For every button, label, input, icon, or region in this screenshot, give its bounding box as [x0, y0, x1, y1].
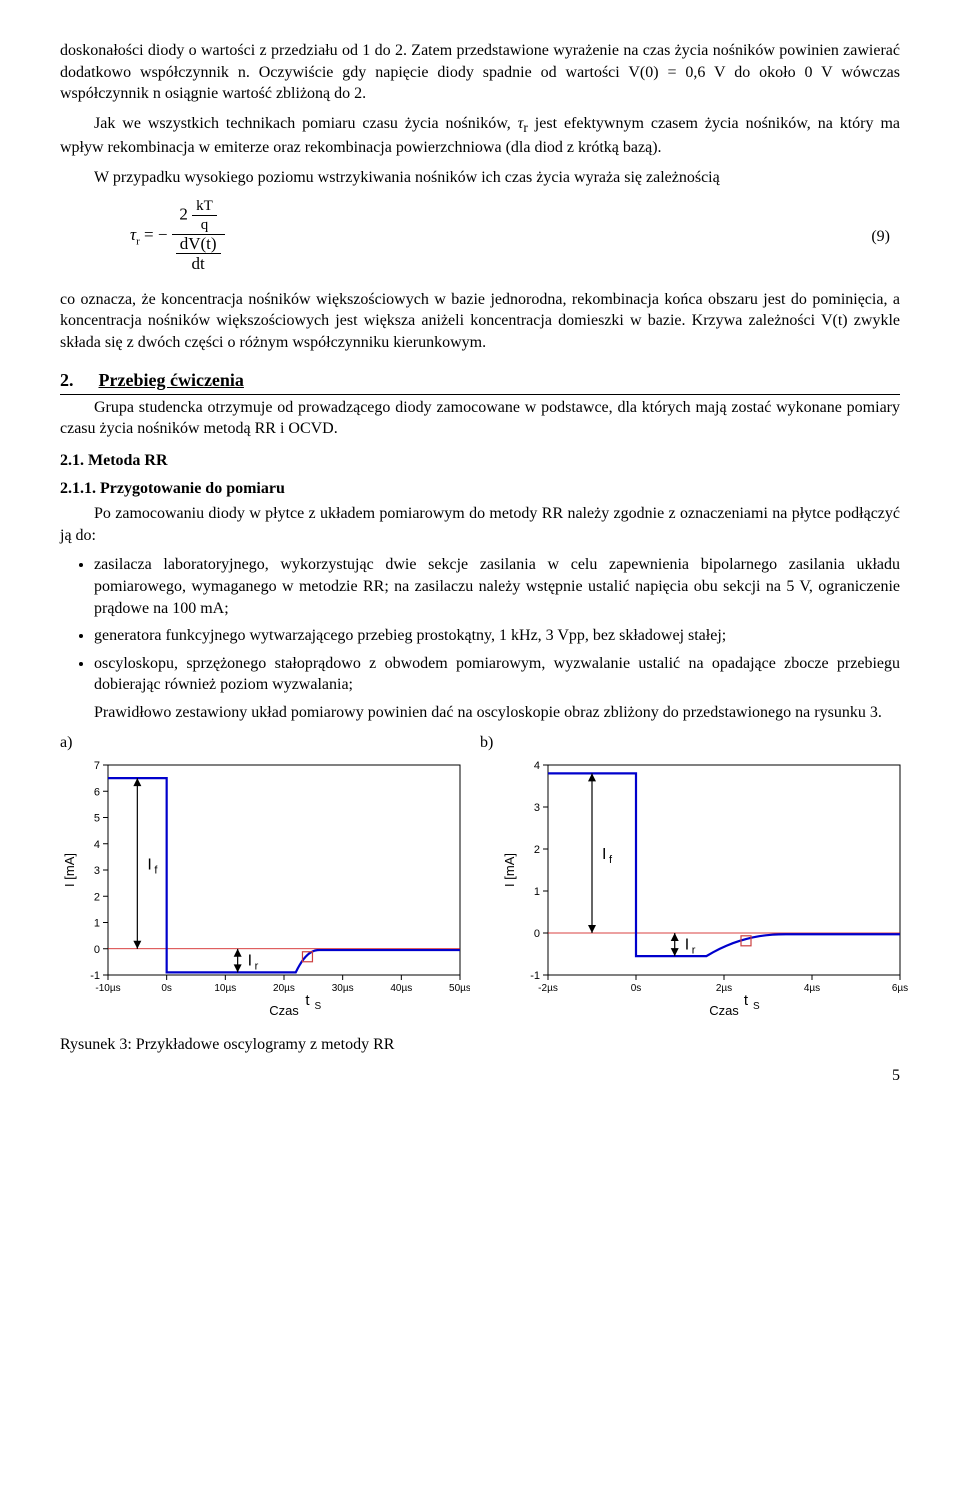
eq-kt-num: kT	[192, 198, 217, 216]
svg-text:t: t	[305, 992, 310, 1009]
svg-text:50µs: 50µs	[449, 983, 470, 994]
svg-text:t: t	[744, 992, 749, 1009]
svg-text:-10µs: -10µs	[95, 983, 120, 994]
chart-b: -101234-2µs0s2µs4µs6µsIfIrtSCzasI [mA]	[500, 757, 910, 1024]
svg-text:I: I	[248, 953, 252, 970]
eq-equals: = −	[144, 225, 167, 244]
eq-kt-den: q	[192, 216, 217, 234]
figure-caption: Rysunek 3: Przykładowe oscylogramy z met…	[60, 1034, 900, 1056]
svg-text:30µs: 30µs	[332, 983, 354, 994]
svg-text:2: 2	[94, 891, 100, 903]
chart-b-svg: -101234-2µs0s2µs4µs6µsIfIrtSCzasI [mA]	[500, 757, 910, 1017]
svg-text:0: 0	[94, 944, 100, 956]
eq-dv-frac: dV(t) dt	[176, 235, 221, 275]
svg-text:f: f	[154, 865, 158, 877]
svg-text:S: S	[753, 1001, 760, 1012]
svg-text:-2µs: -2µs	[538, 983, 558, 994]
equation-body: τr = − 2 kT q dV(t) dt	[60, 198, 225, 275]
figure-label-a: a)	[60, 732, 480, 754]
svg-text:I [mA]: I [mA]	[502, 853, 517, 887]
svg-text:0s: 0s	[161, 983, 172, 994]
page-number: 5	[60, 1065, 900, 1087]
paragraph: doskonałości diody o wartości z przedzia…	[60, 40, 900, 105]
svg-text:1: 1	[94, 918, 100, 930]
paragraph: Grupa studencka otrzymuje od prowadząceg…	[60, 397, 900, 440]
svg-text:7: 7	[94, 760, 100, 772]
text: Jak we wszystkich technikach pomiaru cza…	[94, 115, 518, 132]
svg-text:2µs: 2µs	[716, 983, 732, 994]
svg-text:3: 3	[94, 865, 100, 877]
eq-outer-den: dV(t) dt	[172, 235, 225, 275]
paragraph: Jak we wszystkich technikach pomiaru cza…	[60, 113, 900, 159]
svg-text:20µs: 20µs	[273, 983, 295, 994]
chart-a: -101234567-10µs0s10µs20µs30µs40µs50µsIfI…	[60, 757, 470, 1024]
svg-text:r: r	[692, 945, 696, 957]
chart-a-svg: -101234567-10µs0s10µs20µs30µs40µs50µsIfI…	[60, 757, 470, 1017]
svg-text:-1: -1	[530, 970, 540, 982]
section-title: Przebieg ćwiczenia	[99, 370, 244, 390]
equation-number: (9)	[871, 226, 900, 248]
svg-text:Czas: Czas	[709, 1003, 739, 1017]
svg-text:Czas: Czas	[269, 1003, 299, 1017]
svg-text:6µs: 6µs	[892, 983, 908, 994]
svg-text:4µs: 4µs	[804, 983, 820, 994]
svg-text:4: 4	[94, 839, 100, 851]
svg-text:I [mA]: I [mA]	[62, 853, 77, 887]
eq-outer-num: 2 kT q	[172, 198, 225, 235]
section-number: 2.	[60, 368, 94, 392]
svg-text:3: 3	[534, 802, 540, 814]
eq-outer-frac: 2 kT q dV(t) dt	[172, 198, 225, 275]
eq-two: 2	[179, 205, 188, 224]
svg-text:40µs: 40µs	[390, 983, 412, 994]
svg-text:6: 6	[94, 786, 100, 798]
subsection-2-1-1: 2.1.1. Przygotowanie do pomiaru	[60, 478, 900, 500]
paragraph: W przypadku wysokiego poziomu wstrzykiwa…	[60, 167, 900, 189]
svg-text:I: I	[147, 857, 151, 874]
svg-text:0s: 0s	[631, 983, 642, 994]
list-item: oscyloskopu, sprzężonego stałoprądowo z …	[94, 653, 900, 696]
svg-text:10µs: 10µs	[214, 983, 236, 994]
svg-text:S: S	[314, 1001, 321, 1012]
svg-text:2: 2	[534, 844, 540, 856]
svg-text:-1: -1	[90, 970, 100, 982]
paragraph: Po zamocowaniu diody w płytce z układem …	[60, 503, 900, 546]
svg-text:f: f	[609, 854, 613, 866]
svg-text:5: 5	[94, 813, 100, 825]
svg-text:I: I	[685, 937, 689, 954]
paragraph: Prawidłowo zestawiony układ pomiarowy po…	[94, 702, 900, 724]
section-heading-2: 2. Przebieg ćwiczenia	[60, 368, 900, 395]
figure-label-b: b)	[480, 732, 900, 754]
paragraph: co oznacza, że koncentracja nośników wię…	[60, 289, 900, 354]
svg-text:r: r	[255, 961, 259, 973]
svg-text:1: 1	[534, 886, 540, 898]
eq-dv-den: dt	[176, 254, 221, 274]
bullet-list: zasilacza laboratoryjnego, wykorzystując…	[94, 554, 900, 696]
svg-text:4: 4	[534, 760, 540, 772]
eq-kt-frac: kT q	[192, 198, 217, 234]
list-item: zasilacza laboratoryjnego, wykorzystując…	[94, 554, 900, 619]
eq-lhs-sub: r	[136, 236, 140, 248]
svg-text:I: I	[602, 846, 606, 863]
list-item: generatora funkcyjnego wytwarzającego pr…	[94, 625, 900, 647]
svg-text:0: 0	[534, 928, 540, 940]
eq-dv-num: dV(t)	[176, 235, 221, 255]
equation-9: τr = − 2 kT q dV(t) dt (9)	[60, 198, 900, 275]
subsection-2-1: 2.1. Metoda RR	[60, 450, 900, 472]
